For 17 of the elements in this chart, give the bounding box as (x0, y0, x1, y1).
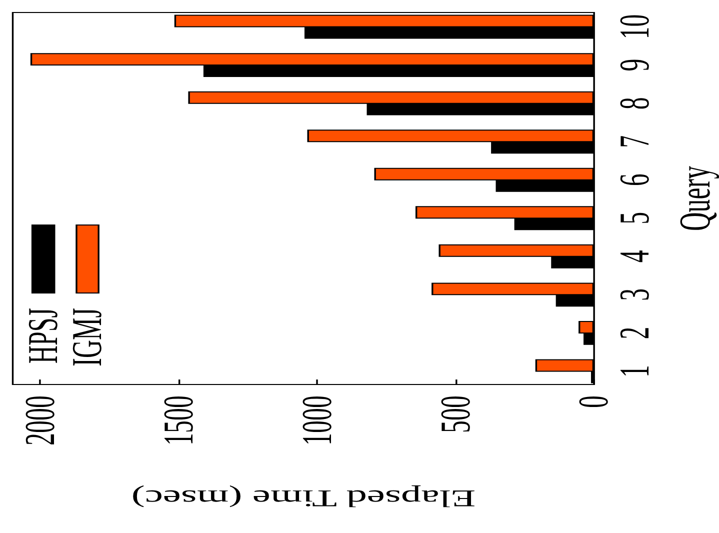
x-tick-label: 500 (431, 396, 480, 433)
y-tick-label: 8 (610, 97, 658, 110)
y-tick-label: 3 (610, 288, 658, 301)
y-tick-label: 6 (610, 174, 658, 186)
x-tick-label: 1500 (154, 396, 202, 446)
x-tick-label: 0 (570, 396, 618, 408)
y-tick-label: 9 (610, 58, 658, 72)
x-tick-label: 1000 (293, 396, 341, 446)
y-tick-label: 10 (610, 14, 658, 40)
y-tick-label: 5 (610, 212, 658, 224)
y-tick-label: 1 (610, 364, 658, 378)
y-tick-label: 2 (610, 326, 658, 340)
y-tick-label: 4 (610, 250, 658, 263)
y-axis-title: Query (670, 166, 719, 231)
x-axis-title: Elapsed Time (msec) (131, 484, 476, 512)
x-tick-label: 2000 (16, 396, 64, 446)
y-tick-label: 7 (610, 135, 658, 148)
